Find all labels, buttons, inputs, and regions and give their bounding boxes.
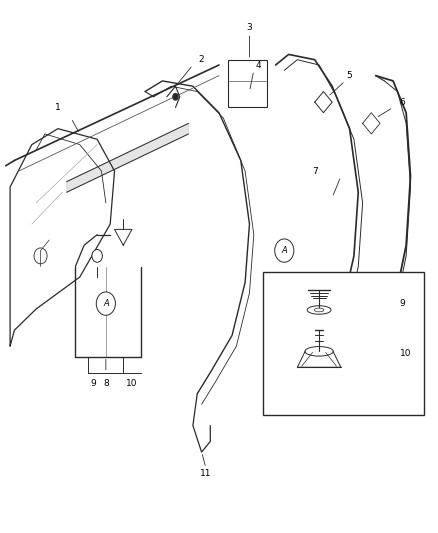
Text: A: A [103, 299, 109, 308]
Circle shape [275, 239, 294, 262]
Ellipse shape [314, 308, 324, 312]
Text: 2: 2 [199, 55, 205, 64]
Ellipse shape [307, 306, 331, 314]
Text: 7: 7 [312, 166, 318, 175]
Text: 9: 9 [90, 378, 95, 387]
Text: 10: 10 [126, 378, 138, 387]
Text: A: A [281, 246, 287, 255]
Bar [228, 60, 267, 108]
Circle shape [92, 249, 102, 262]
Text: 9: 9 [399, 299, 405, 308]
Text: 10: 10 [400, 350, 412, 359]
Text: 5: 5 [347, 71, 353, 80]
Text: 11: 11 [200, 469, 212, 478]
Bar [262, 272, 424, 415]
Text: 3: 3 [247, 23, 252, 33]
Circle shape [34, 248, 47, 264]
Text: 1: 1 [55, 103, 61, 112]
Text: 4: 4 [255, 61, 261, 69]
Text: 6: 6 [399, 98, 405, 107]
Polygon shape [67, 123, 188, 192]
Circle shape [96, 292, 116, 316]
Ellipse shape [305, 346, 333, 356]
Circle shape [173, 94, 178, 100]
Text: 8: 8 [103, 378, 109, 387]
